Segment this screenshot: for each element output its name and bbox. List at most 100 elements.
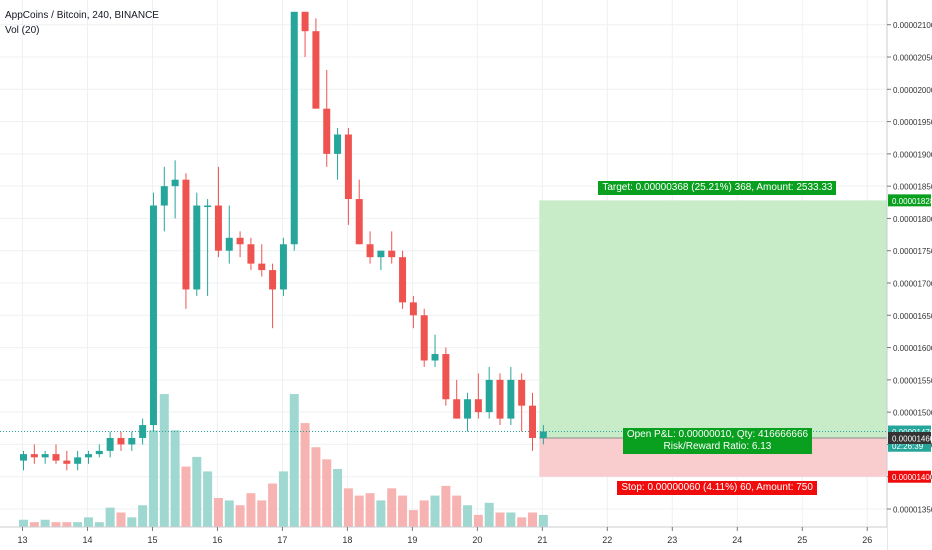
price-axis[interactable]: 0.000021500.000021000.000020500.00002000… — [886, 0, 932, 550]
time-tick-label: 18 — [342, 535, 352, 545]
volume-bar — [83, 517, 93, 527]
chart-legend: AppCoins / Bitcoin, 240, BINANCE Vol (20… — [5, 8, 159, 38]
price-highlight-label[interactable]: 0.00001400 — [892, 473, 932, 482]
pnl-label[interactable]: Open P&L: 0.00000010, Qty: 416666666 Risk… — [622, 427, 813, 454]
price-highlight-badge[interactable] — [888, 194, 931, 207]
volume-bar — [148, 430, 158, 527]
candle-body — [269, 270, 277, 290]
candle-body — [485, 379, 493, 413]
volume-bar — [333, 469, 343, 527]
candle-body — [236, 237, 244, 245]
candle-body — [496, 379, 504, 419]
price-tick-label: 0.00001650 — [893, 312, 932, 321]
candle-body — [301, 11, 309, 32]
price-highlight-label[interactable]: 0.00001828 — [892, 197, 932, 206]
price-highlight-badge[interactable] — [888, 470, 931, 483]
target-label[interactable]: Target: 0.00000368 (25.21%) 368, Amount:… — [598, 181, 837, 196]
volume-bar — [116, 512, 126, 527]
volume-bar — [278, 471, 288, 527]
candle-body — [63, 460, 71, 464]
volume-bar — [495, 512, 505, 527]
candle-body — [106, 437, 114, 451]
candles — [20, 11, 547, 471]
time-tick-label: 21 — [537, 535, 547, 545]
time-tick-label: 13 — [17, 535, 27, 545]
volume-bar — [463, 505, 473, 527]
volume-bar — [192, 456, 202, 527]
symbol-title[interactable]: AppCoins / Bitcoin, 240, BINANCE — [5, 10, 159, 21]
volume-bar — [138, 505, 148, 527]
price-tick-label: 0.00001850 — [893, 183, 932, 192]
price-tick-label: 0.00002100 — [893, 21, 932, 30]
volume-bar — [441, 485, 451, 527]
candle-body — [539, 431, 547, 438]
candle-body — [366, 244, 374, 258]
volume-bar — [387, 488, 397, 527]
candle-body — [204, 205, 212, 208]
price-axis-background — [887, 0, 932, 550]
volume-bar — [322, 459, 332, 527]
time-tick-label: 22 — [602, 535, 612, 545]
price-tick-label: 0.00002000 — [893, 86, 932, 95]
candle-body — [171, 179, 179, 187]
candle-body — [290, 11, 298, 245]
volume-bar — [408, 510, 418, 527]
candle-body — [139, 425, 147, 438]
candle-body — [41, 454, 49, 458]
candle-body — [518, 379, 526, 406]
candle-body — [74, 457, 82, 464]
time-axis[interactable]: 13 14 15 16 17 18 19 20 21 22 23 24 25 26 — [0, 526, 887, 550]
volume-bar — [311, 447, 321, 527]
volume-bar — [343, 488, 353, 527]
volume-bar — [289, 394, 299, 527]
price-highlight-label[interactable]: 0.00001460 — [892, 434, 932, 443]
candle-body — [160, 186, 168, 206]
price-highlight-badge[interactable] — [888, 431, 931, 444]
time-tick-label: 24 — [732, 535, 742, 545]
volume-indicator-label[interactable]: Vol (20) — [5, 25, 40, 36]
candle-body — [258, 263, 266, 271]
candle-body — [279, 244, 287, 290]
volume-bar — [365, 493, 375, 527]
volume-bar — [419, 500, 429, 527]
candle-body — [529, 405, 537, 438]
volume-bar — [127, 517, 137, 527]
price-tick-label: 0.00001700 — [893, 280, 932, 289]
price-tick-label: 0.00001600 — [893, 344, 932, 353]
volume-bar — [170, 430, 180, 527]
volume-bar — [105, 507, 115, 527]
candle-body — [149, 205, 157, 426]
volume-bar — [257, 500, 267, 527]
price-highlight-label[interactable]: 02:26:39 — [892, 442, 924, 451]
candle-body — [117, 437, 125, 445]
time-tick-label: 25 — [797, 535, 807, 545]
stop-label[interactable]: Stop: 0.00000060 (4.11%) 60, Amount: 750 — [617, 480, 817, 495]
candle-body — [323, 108, 331, 154]
time-tick-label: 19 — [407, 535, 417, 545]
volume-bars — [19, 394, 548, 527]
candle-body — [453, 399, 461, 419]
candle-body — [377, 250, 385, 258]
candle-body — [95, 450, 103, 455]
candle-body — [334, 134, 342, 154]
volume-bar — [203, 471, 213, 527]
volume-bar — [62, 522, 72, 527]
price-tick-label: 0.00001550 — [893, 376, 932, 385]
volume-bar — [354, 495, 364, 527]
candle-body — [52, 454, 60, 461]
volume-bar — [452, 495, 462, 527]
volume-bar — [398, 495, 408, 527]
candle-body — [20, 454, 27, 461]
price-tick-label: 0.00002050 — [893, 54, 932, 63]
candle-body — [344, 134, 352, 200]
price-tick-label: 0.00001900 — [893, 150, 932, 159]
volume-bar — [376, 500, 386, 527]
candle-body — [355, 199, 363, 245]
price-tick-label: 0.00001950 — [893, 118, 932, 127]
candle-body — [399, 257, 407, 303]
candle-body — [312, 31, 320, 109]
candle-body — [420, 315, 428, 361]
candle-body — [193, 205, 201, 290]
target-zone[interactable] — [539, 200, 896, 438]
